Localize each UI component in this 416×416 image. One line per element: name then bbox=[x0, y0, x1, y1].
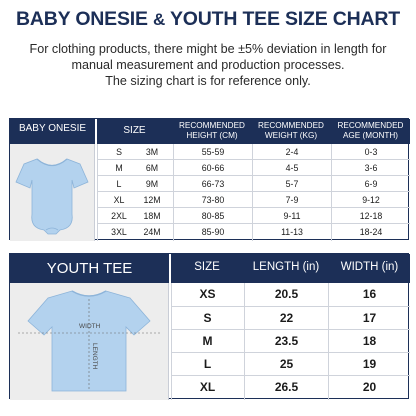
youth-tee-icon: WIDTH LENGTH bbox=[18, 290, 161, 392]
onesie-cell-months: 18M bbox=[143, 211, 161, 221]
tee-grid-v bbox=[171, 283, 172, 400]
onesie-header-weight: RECOMMENDED WEIGHT (KG) bbox=[258, 121, 324, 140]
tee-cell-size: XS bbox=[199, 287, 216, 301]
onesie-cell-months: 24M bbox=[143, 227, 161, 237]
length-label: LENGTH bbox=[91, 343, 98, 370]
onesie-cell-weight: 2-4 bbox=[285, 147, 299, 157]
tee-cell-width: 17 bbox=[362, 311, 377, 325]
tee-cell-length: 20.5 bbox=[274, 287, 299, 301]
onesie-cell-size: 3XL bbox=[111, 227, 127, 237]
onesie-cell-height: 80-85 bbox=[201, 211, 225, 221]
tee-grid-h bbox=[171, 329, 410, 330]
onesie-cell-weight: 9-11 bbox=[283, 211, 301, 221]
title-part-2: YOUTH TEE SIZE CHART bbox=[169, 8, 400, 30]
onesie-cell-months: 6M bbox=[145, 163, 159, 173]
tee-cell-width: 16 bbox=[362, 287, 377, 301]
note-line-1: For clothing products, there might be ±5… bbox=[29, 42, 387, 56]
baby-onesie-table: BABY ONESIE SIZE RECOMMENDED HEIGHT (CM)… bbox=[9, 118, 410, 241]
onesie-cell-size: 2XL bbox=[111, 211, 127, 221]
width-label: WIDTH bbox=[79, 323, 101, 330]
onesie-cell-weight: 4-5 bbox=[285, 163, 299, 173]
tee-header-length: LENGTH (in) bbox=[252, 261, 320, 273]
onesie-cell-months: 3M bbox=[145, 147, 159, 157]
tee-cell-width: 19 bbox=[362, 357, 377, 371]
onesie-cell-height: 85-90 bbox=[201, 227, 225, 237]
tee-label: YOUTH TEE bbox=[46, 260, 133, 277]
tee-cell-width: 20 bbox=[362, 380, 377, 394]
onesie-cell-height: 60-66 bbox=[201, 163, 225, 173]
onesie-column-header-bar: SIZE RECOMMENDED HEIGHT (CM) RECOMMENDED… bbox=[97, 119, 410, 144]
onesie-grid-h bbox=[97, 223, 410, 224]
tee-cell-length: 22 bbox=[279, 311, 294, 325]
tee-column-header-bar: SIZE LENGTH (in) WIDTH (in) bbox=[171, 254, 410, 283]
title-part-1: BABY ONESIE bbox=[16, 8, 148, 30]
tee-cell-length: 23.5 bbox=[274, 334, 299, 348]
tee-grid-h bbox=[171, 375, 410, 376]
onesie-grid-v bbox=[331, 144, 332, 241]
onesie-grid-h bbox=[97, 159, 410, 160]
tee-cell-length: 26.5 bbox=[274, 380, 299, 394]
onesie-cell-age: 0-3 bbox=[364, 147, 378, 157]
tee-header-size: SIZE bbox=[194, 261, 220, 273]
onesie-grid-h bbox=[97, 175, 410, 176]
onesie-grid-h bbox=[97, 191, 410, 192]
onesie-cell-height: 66-73 bbox=[201, 179, 225, 189]
note-line-2: manual measurement and production proces… bbox=[71, 58, 345, 72]
tee-image-cell: WIDTH LENGTH bbox=[10, 283, 169, 400]
onesie-cell-age: 18-24 bbox=[359, 227, 383, 237]
youth-tee-table: YOUTH TEE SIZE LENGTH (in) WIDTH (in) WI… bbox=[9, 253, 410, 400]
tee-header-width: WIDTH (in) bbox=[340, 261, 399, 273]
onesie-cell-age: 3-6 bbox=[364, 163, 378, 173]
onesie-grid-v bbox=[252, 144, 253, 241]
onesie-cell-size: L bbox=[116, 179, 122, 189]
disclaimer-note: For clothing products, there might be ±5… bbox=[0, 41, 416, 89]
onesie-cell-size: S bbox=[116, 147, 122, 157]
page-title: BABY ONESIE & YOUTH TEE SIZE CHART bbox=[0, 8, 416, 31]
tee-cell-size: S bbox=[203, 311, 212, 325]
tee-cell-width: 18 bbox=[362, 334, 377, 348]
onesie-cell-size: XL bbox=[113, 195, 125, 205]
onesie-cell-height: 55-59 bbox=[201, 147, 225, 157]
tee-cell-size: L bbox=[203, 357, 212, 371]
onesie-grid-h bbox=[97, 207, 410, 208]
onesie-image-cell bbox=[10, 144, 95, 241]
onesie-label: BABY ONESIE bbox=[18, 123, 87, 134]
tee-grid-v bbox=[244, 283, 245, 400]
onesie-cell-height: 73-80 bbox=[201, 195, 225, 205]
tee-grid-v bbox=[328, 283, 329, 400]
onesie-grid-v bbox=[173, 144, 174, 241]
note-line-3: The sizing chart is for reference only. bbox=[105, 74, 311, 88]
tee-grid-h bbox=[171, 352, 410, 353]
tee-grid-h bbox=[171, 306, 410, 307]
onesie-header-size: SIZE bbox=[123, 125, 146, 136]
tee-cell-size: XL bbox=[199, 380, 216, 394]
onesie-cell-age: 9-12 bbox=[362, 195, 380, 205]
title-ampersand: & bbox=[153, 10, 166, 29]
onesie-cell-size: M bbox=[115, 163, 123, 173]
baby-onesie-icon bbox=[15, 158, 89, 235]
onesie-cell-weight: 7-9 bbox=[285, 195, 299, 205]
onesie-cell-age: 12-18 bbox=[359, 211, 383, 221]
tee-cell-length: 25 bbox=[279, 357, 294, 371]
onesie-cell-age: 6-9 bbox=[364, 179, 378, 189]
onesie-cell-weight: 5-7 bbox=[285, 179, 299, 189]
onesie-header-height: RECOMMENDED HEIGHT (CM) bbox=[179, 121, 245, 140]
onesie-header-age: RECOMMENDED AGE (MONTH) bbox=[337, 121, 404, 140]
onesie-cell-months: 9M bbox=[145, 179, 159, 189]
tee-label-header: YOUTH TEE bbox=[10, 254, 169, 283]
onesie-label-header: BABY ONESIE bbox=[10, 119, 95, 144]
onesie-cell-weight: 11-13 bbox=[281, 227, 303, 237]
onesie-grid-v bbox=[97, 144, 98, 241]
tee-cell-size: M bbox=[202, 334, 213, 348]
onesie-cell-months: 12M bbox=[143, 195, 161, 205]
